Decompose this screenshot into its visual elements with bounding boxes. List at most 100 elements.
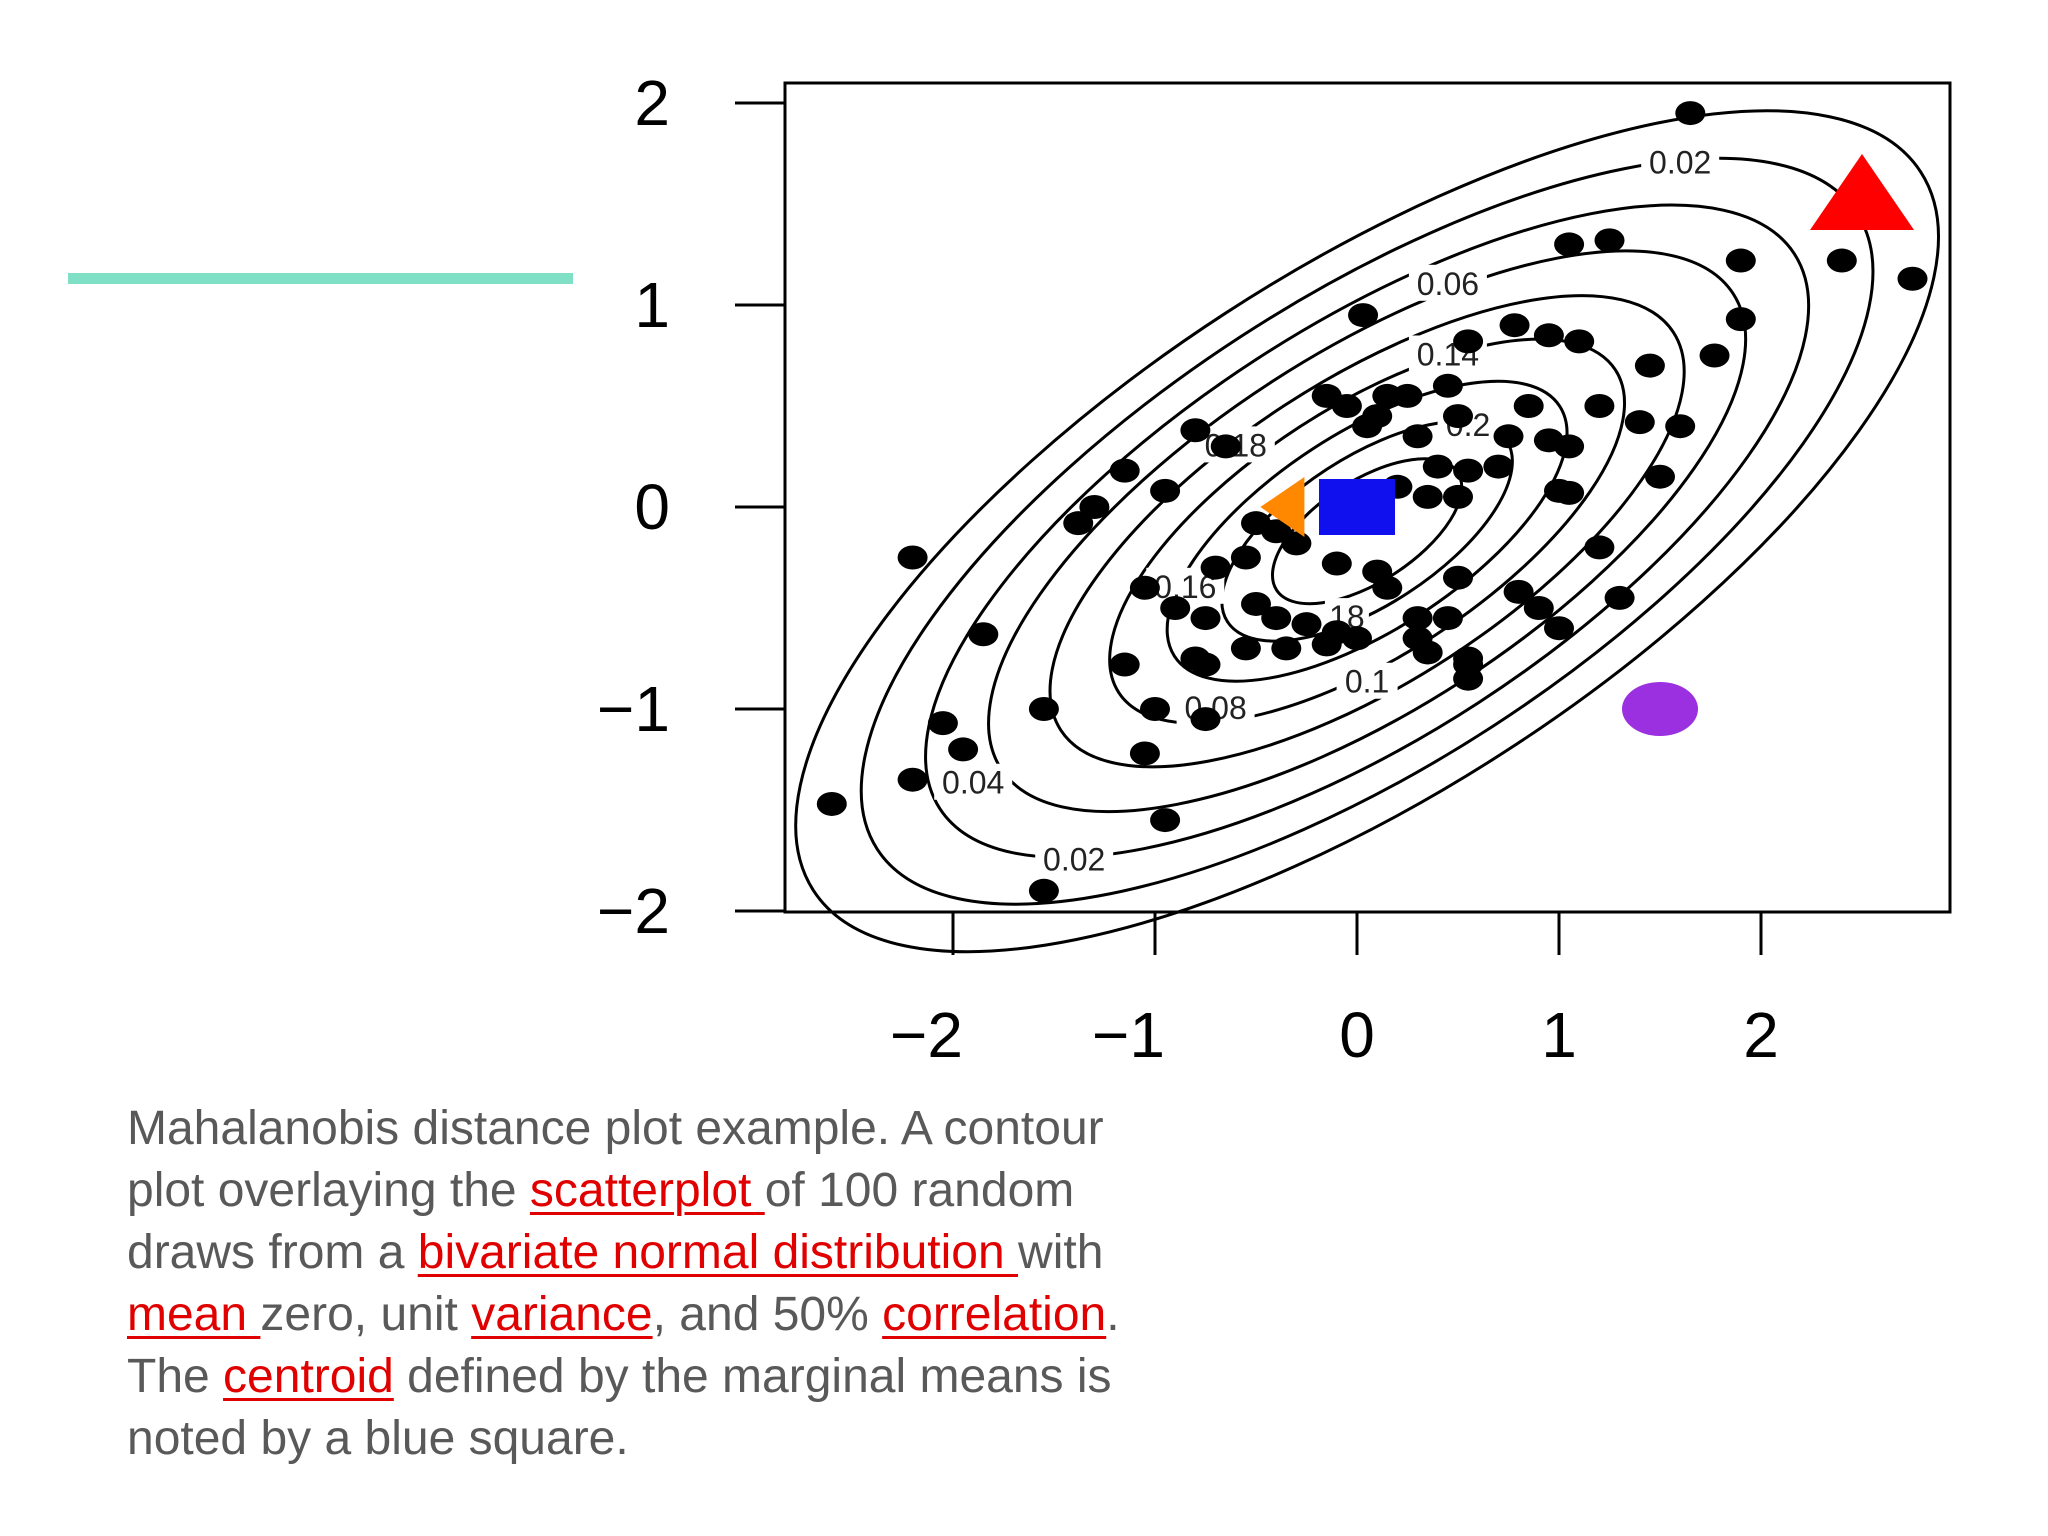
contour-label-bg — [1641, 143, 1720, 180]
caption-link[interactable]: correlation — [882, 1288, 1107, 1341]
scatter-point — [1109, 652, 1140, 677]
caption-text: Mahalanobis distance plot example. A con… — [127, 1102, 1117, 1217]
axes: 2 1 0 −1 −2 −2 −1 0 1 2 — [597, 67, 1779, 1071]
scatter-point — [1725, 307, 1756, 332]
scatter-point — [1109, 458, 1140, 483]
scatter-point — [1443, 565, 1473, 590]
scatter-point — [1342, 626, 1372, 651]
caption-text: . The — [127, 1288, 1133, 1403]
contour-label: 0.1 — [1345, 664, 1389, 700]
contour-label: 0.02 — [1043, 842, 1105, 878]
scatter-point — [1402, 424, 1433, 449]
scatter-point — [1210, 434, 1241, 459]
scatter-point — [1699, 343, 1730, 368]
scatter-point — [1129, 741, 1160, 766]
scatter-point — [1230, 636, 1261, 661]
caption-link[interactable]: scatterplot — [529, 1164, 765, 1217]
scatter-point — [1554, 434, 1585, 459]
scatter-point — [1271, 636, 1302, 661]
contour-label-bg — [1035, 840, 1114, 877]
y-tick-label: 2 — [634, 67, 670, 139]
scatter-point — [1554, 480, 1585, 505]
scatter-point — [1533, 323, 1564, 348]
scatter-point — [1584, 535, 1615, 560]
scatter-point — [1028, 878, 1059, 903]
scatter-point — [1594, 228, 1625, 253]
caption-text: , and 50% — [652, 1288, 883, 1341]
scatter-point — [1523, 596, 1554, 620]
contour-level-0-02 — [794, 109, 1940, 954]
scatter-point — [1432, 606, 1463, 631]
scatter-point — [1826, 248, 1857, 273]
caption-link[interactable]: variance — [471, 1288, 653, 1341]
scatter-point — [1453, 666, 1484, 691]
scatter-point — [1190, 707, 1221, 732]
contour-lines — [794, 109, 1940, 954]
caption-link[interactable]: centroid — [223, 1350, 394, 1403]
x-tick-label: 1 — [1541, 999, 1577, 1071]
x-tick-label: −1 — [1092, 999, 1165, 1071]
scatter-point — [1453, 329, 1484, 354]
scatter-point — [1331, 394, 1362, 418]
contour-labels: 0.020.020.040.060.080.140.10.160.180.218 — [934, 143, 1720, 878]
scatter-point — [1513, 394, 1544, 418]
scatter-point — [1665, 414, 1696, 439]
y-tick-label: −1 — [597, 673, 670, 745]
scatter-point — [1079, 495, 1110, 519]
centroid-blue-square-marker — [1319, 479, 1395, 535]
scatter-point — [1422, 454, 1453, 479]
scatter-point — [1493, 424, 1524, 449]
scatter-point — [1311, 632, 1342, 657]
scatter-point — [1180, 418, 1211, 443]
scatter-point — [1432, 373, 1463, 398]
contour-label: 0.04 — [942, 765, 1004, 801]
scatter-point — [816, 791, 847, 816]
caption-link[interactable]: mean — [127, 1288, 261, 1341]
contour-label-bg — [1336, 662, 1398, 699]
y-tick-label: 1 — [634, 269, 670, 341]
contour-label-bg — [934, 763, 1013, 800]
scatter-point — [1725, 248, 1756, 273]
scatter-point — [1372, 383, 1403, 408]
caption-link[interactable]: bivariate normal distribution — [417, 1226, 1019, 1279]
contour-level-0-06 — [924, 203, 1811, 859]
plot-frame — [783, 81, 1952, 914]
scatter-point — [968, 622, 999, 647]
accent-rule — [68, 273, 573, 284]
scatter-point — [1483, 454, 1514, 479]
figure-caption: Mahalanobis distance plot example. A con… — [127, 1098, 1127, 1470]
scatter-point — [1150, 478, 1181, 503]
scatter-point — [1028, 697, 1059, 721]
scatter-point — [897, 545, 928, 570]
x-tick-label: −2 — [890, 999, 963, 1071]
scatter-point — [1190, 606, 1221, 631]
scatter-point — [948, 737, 979, 762]
scatter-point — [1261, 606, 1292, 631]
caption-text: of 100 random draws from a — [127, 1164, 1088, 1279]
scatter-point — [1321, 551, 1352, 576]
scatter-point — [1544, 616, 1574, 641]
x-tick-label: 2 — [1743, 999, 1779, 1071]
scatter-point — [1412, 484, 1443, 509]
contour-label: 0.06 — [1417, 266, 1479, 302]
scatter-point — [1412, 640, 1443, 665]
scatter-point — [1584, 394, 1615, 418]
scatter-point — [1150, 808, 1181, 833]
scatter-point — [1675, 101, 1706, 126]
highlight-markers — [1260, 153, 1914, 736]
scatter-point — [1348, 303, 1379, 328]
scatter-point — [1443, 484, 1473, 509]
scatter-point — [1352, 414, 1383, 439]
scatter-point — [1402, 606, 1433, 631]
scatter-point — [1230, 545, 1261, 570]
contour-label-bg — [1408, 264, 1487, 301]
x-tick-label: 0 — [1339, 999, 1375, 1071]
scatter-point — [1604, 585, 1635, 610]
scatter-point — [1897, 266, 1928, 291]
y-tick-label: 0 — [634, 471, 670, 543]
scatter-point — [1291, 612, 1322, 637]
scatter-point — [1499, 313, 1530, 338]
scatter-point — [1624, 410, 1655, 435]
contour-label: 0.02 — [1649, 145, 1711, 181]
